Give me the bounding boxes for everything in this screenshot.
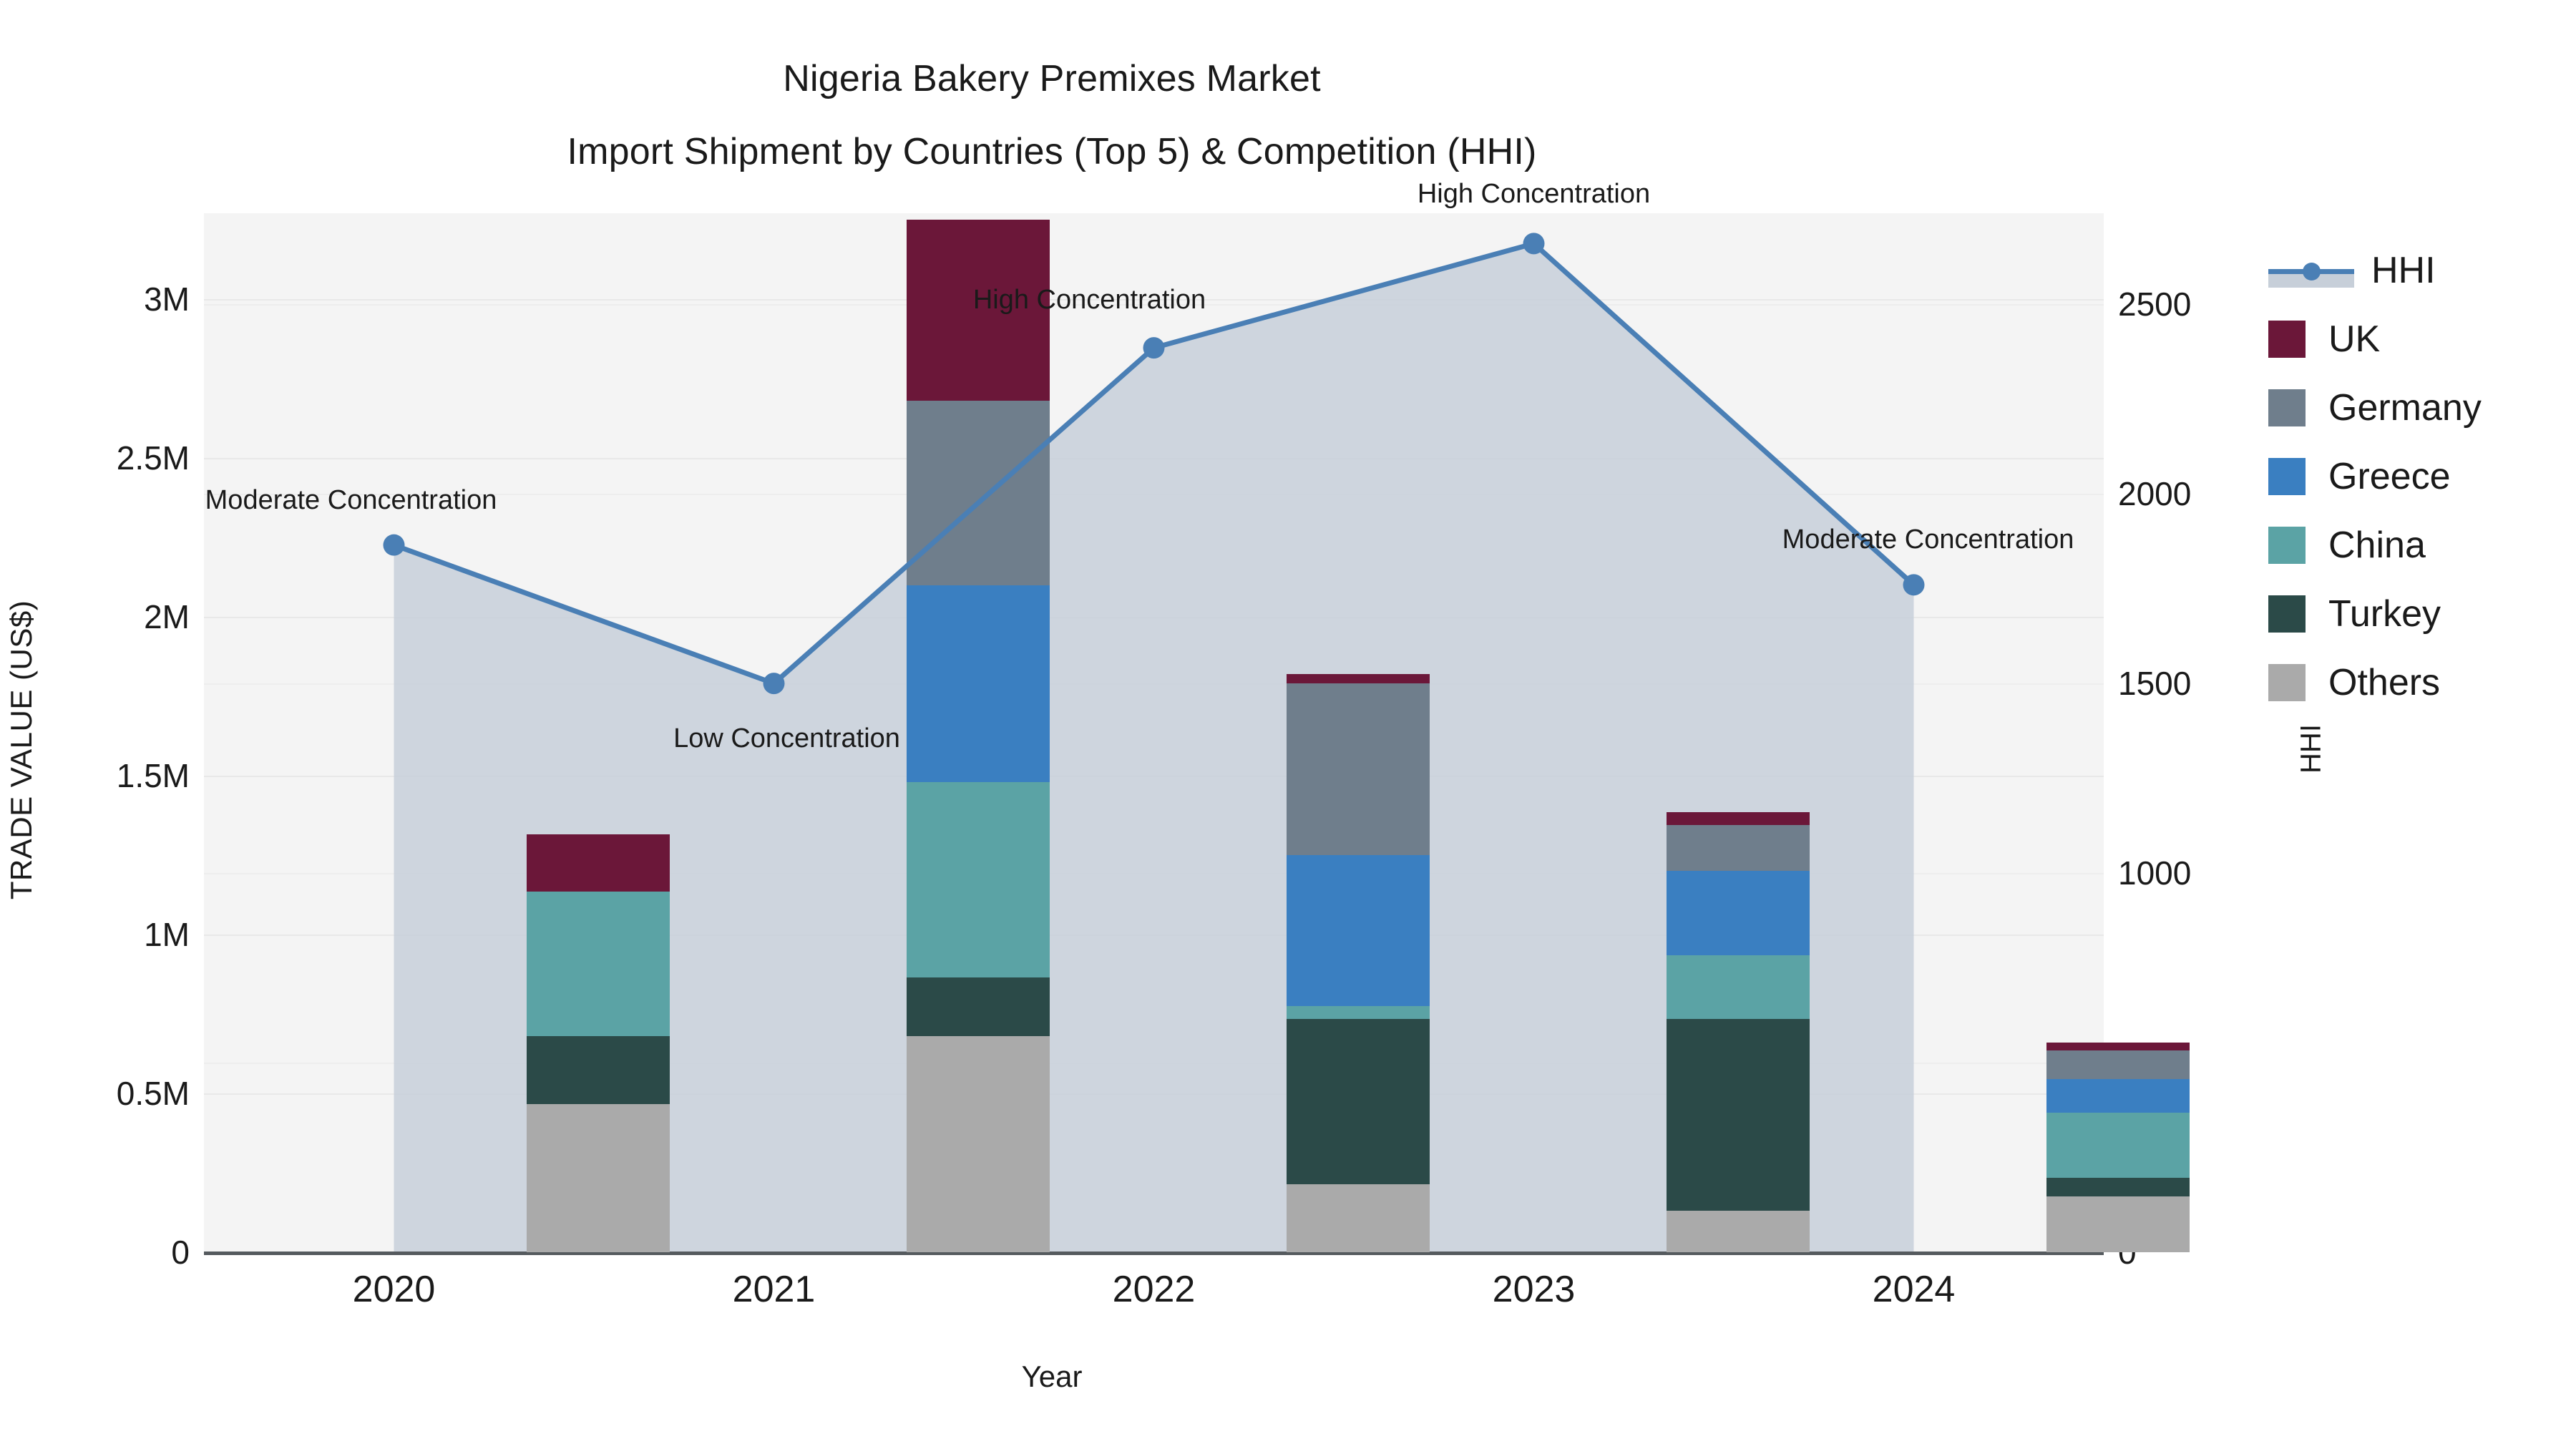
bar-segment-others-2021[interactable] (906, 1036, 1050, 1252)
bar-segment-turkey-2022[interactable] (1286, 1018, 1430, 1184)
legend-item-others[interactable]: Others (2268, 648, 2576, 717)
legend-line-marker (2303, 263, 2321, 280)
y-axis-right-tick: 2500 (2118, 286, 2192, 323)
legend-item-hhi[interactable]: HHI (2268, 236, 2576, 305)
bar-segment-germany-2022[interactable] (1286, 683, 1430, 855)
annotation-2022: High Concentration (972, 285, 1206, 316)
bar-segment-china-2021[interactable] (906, 781, 1050, 977)
annotation-2023: High Concentration (1417, 179, 1651, 210)
y-axis-left-tick: 2M (144, 597, 190, 635)
legend-label-turkey: Turkey (2328, 593, 2441, 635)
bar-segment-uk-2024[interactable] (2046, 1042, 2190, 1051)
y-axis-left-tick: 3M (144, 280, 190, 318)
bar-segment-turkey-2024[interactable] (2046, 1177, 2190, 1197)
legend-swatch-china (2268, 527, 2306, 564)
legend-item-china[interactable]: China (2268, 511, 2576, 580)
x-axis-line (204, 1252, 2104, 1255)
y-axis-left-tick: 1.5M (116, 756, 190, 794)
legend-label-hhi: HHI (2371, 250, 2436, 291)
legend-item-germany[interactable]: Germany (2268, 374, 2576, 442)
bar-stack-2024[interactable] (2046, 213, 2190, 1252)
bar-segment-greece-2023[interactable] (1666, 871, 1810, 955)
annotation-2020: Moderate Concentration (205, 484, 497, 515)
x-axis-tick-2020: 2020 (352, 1269, 436, 1310)
bar-stack-2022[interactable] (1286, 213, 1430, 1252)
legend: HHI UK Germany Greece China Turkey Others (2268, 236, 2576, 717)
bar-segment-others-2022[interactable] (1286, 1184, 1430, 1252)
y-axis-right-tick: 2000 (2118, 475, 2192, 513)
bar-segment-turkey-2020[interactable] (526, 1036, 670, 1104)
x-axis-tick-2024: 2024 (1872, 1269, 1956, 1310)
hhi-overlay (394, 243, 1914, 1252)
bar-segment-others-2024[interactable] (2046, 1196, 2190, 1252)
x-axis-tick-2021: 2021 (732, 1269, 816, 1310)
legend-swatch-turkey (2268, 595, 2306, 633)
y-axis-left-tick: 1M (144, 915, 190, 953)
legend-swatch-uk (2268, 321, 2306, 358)
legend-item-uk[interactable]: UK (2268, 305, 2576, 374)
bar-segment-greece-2022[interactable] (1286, 854, 1430, 1006)
bar-stack-2020[interactable] (526, 213, 670, 1252)
bar-segment-china-2020[interactable] (526, 892, 670, 1037)
bar-segment-uk-2023[interactable] (1666, 812, 1810, 825)
bar-segment-china-2024[interactable] (2046, 1112, 2190, 1178)
bar-stack-2021[interactable] (906, 213, 1050, 1252)
bar-segment-china-2022[interactable] (1286, 1005, 1430, 1019)
legend-item-turkey[interactable]: Turkey (2268, 580, 2576, 648)
y-axis-left-tick: 0.5M (116, 1074, 190, 1112)
legend-label-uk: UK (2328, 318, 2381, 360)
bar-segment-turkey-2023[interactable] (1666, 1018, 1810, 1211)
x-axis-title: Year (1021, 1360, 1083, 1393)
annotation-2024: Moderate Concentration (1782, 525, 2074, 555)
bar-segment-turkey-2021[interactable] (906, 977, 1050, 1037)
legend-label-china: China (2328, 525, 2426, 566)
legend-swatch-greece (2268, 458, 2306, 495)
x-axis-tick-2023: 2023 (1492, 1269, 1576, 1310)
y-axis-right-tick: 1000 (2118, 854, 2192, 892)
bar-segment-others-2023[interactable] (1666, 1211, 1810, 1252)
bar-segment-others-2020[interactable] (526, 1103, 670, 1252)
bar-segment-greece-2024[interactable] (2046, 1079, 2190, 1113)
bar-segment-greece-2021[interactable] (906, 585, 1050, 782)
annotation-2021: Low Concentration (673, 723, 900, 754)
legend-label-others: Others (2328, 662, 2441, 703)
legend-item-greece[interactable]: Greece (2268, 442, 2576, 511)
y-axis-left-tick: 2.5M (116, 439, 190, 477)
bar-segment-germany-2023[interactable] (1666, 824, 1810, 872)
legend-area-fill (2268, 273, 2354, 288)
x-axis-tick-2022: 2022 (1112, 1269, 1196, 1310)
bar-segment-uk-2022[interactable] (1286, 673, 1430, 684)
y-axis-left-tick: 0 (171, 1234, 190, 1271)
legend-swatch-others (2268, 664, 2306, 701)
legend-swatch-germany (2268, 389, 2306, 426)
bar-segment-germany-2021[interactable] (906, 400, 1050, 585)
legend-label-greece: Greece (2328, 456, 2451, 497)
bar-stack-2023[interactable] (1666, 213, 1810, 1252)
legend-line-icon (2268, 252, 2354, 289)
bar-segment-china-2023[interactable] (1666, 955, 1810, 1019)
bar-segment-germany-2024[interactable] (2046, 1050, 2190, 1079)
chart-title-line-1: Nigeria Bakery Premixes Market (783, 58, 1321, 99)
legend-label-germany: Germany (2328, 387, 2482, 429)
y-axis-right-tick: 1500 (2118, 665, 2192, 703)
chart-title-line-2: Import Shipment by Countries (Top 5) & C… (567, 131, 1537, 172)
bar-segment-uk-2020[interactable] (526, 834, 670, 892)
